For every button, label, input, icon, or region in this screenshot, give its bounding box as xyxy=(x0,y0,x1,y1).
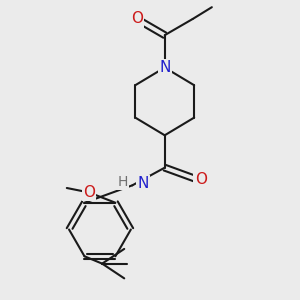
Text: O: O xyxy=(131,11,143,26)
Text: N: N xyxy=(159,60,170,75)
Text: N: N xyxy=(138,176,149,191)
Text: O: O xyxy=(83,185,95,200)
Text: H: H xyxy=(118,176,128,189)
Text: O: O xyxy=(195,172,207,187)
